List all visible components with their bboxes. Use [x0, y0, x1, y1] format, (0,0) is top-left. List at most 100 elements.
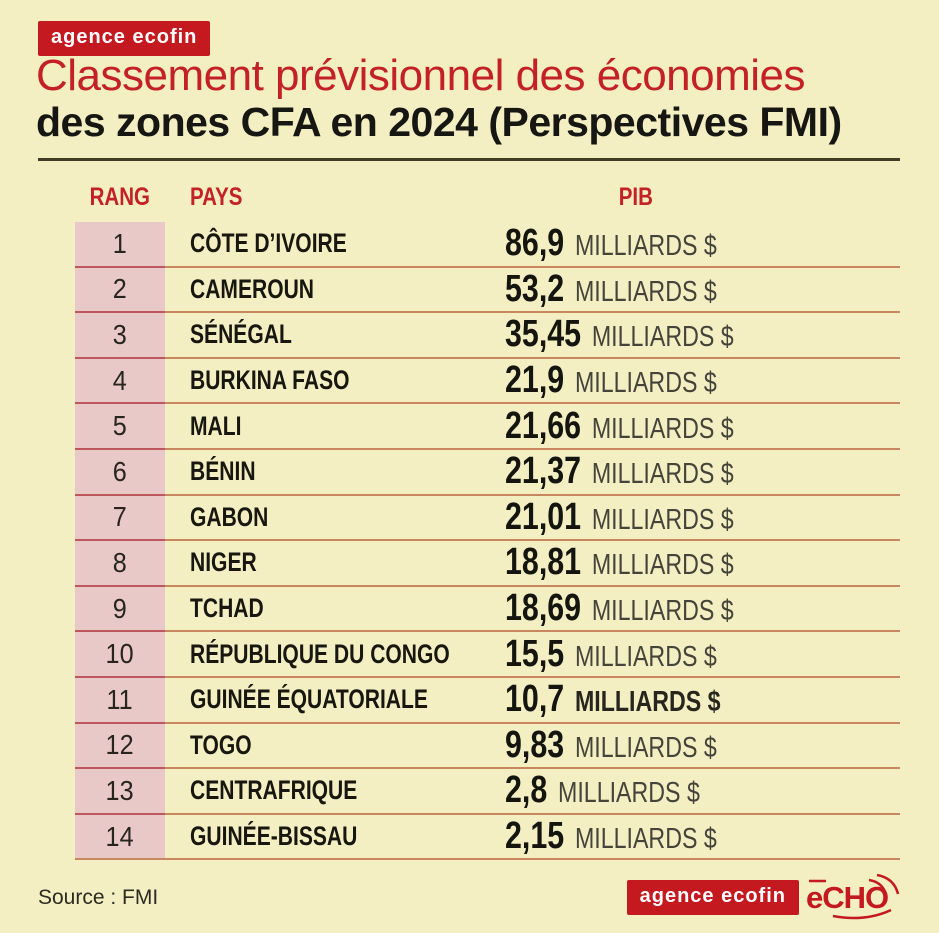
- country-name: GUINÉE-BISSAU: [190, 821, 358, 852]
- pib-value: 21,37: [505, 450, 582, 493]
- country-name: CAMEROUN: [190, 273, 315, 304]
- country-name: GUINÉE ÉQUATORIALE: [190, 684, 428, 715]
- rank-value: 13: [105, 774, 135, 806]
- row-main: MALI 21,66 MILLIARDS $: [165, 404, 900, 450]
- country-name: NIGER: [190, 547, 257, 578]
- rank-cell: 9: [75, 586, 165, 633]
- rank-cell: 11: [75, 677, 165, 724]
- table-row: 4 BURKINA FASO 21,9 MILLIARDS $: [0, 358, 939, 405]
- country-name: BÉNIN: [190, 456, 256, 487]
- country-name: TCHAD: [190, 593, 264, 624]
- rank-value: 9: [112, 592, 128, 624]
- table-row: 10 RÉPUBLIQUE DU CONGO 15,5 MILLIARDS $: [0, 632, 939, 678]
- row-main: GUINÉE ÉQUATORIALE 10,7 MILLIARDS $: [165, 678, 900, 724]
- country-name: CÔTE D’IVOIRE: [190, 228, 347, 259]
- country-cell: MALI: [165, 411, 505, 442]
- rank-value: 2: [112, 273, 128, 305]
- country-cell: BURKINA FASO: [165, 365, 505, 396]
- title-divider: [38, 158, 900, 161]
- agence-ecofin-badge-footer: agence ecofin: [626, 879, 799, 915]
- rank-value: 1: [112, 227, 128, 259]
- agence-ecofin-badge: agence ecofin: [38, 21, 211, 56]
- pib-unit: MILLIARDS $: [574, 367, 717, 400]
- country-cell: CENTRAFRIQUE: [165, 775, 505, 806]
- pib-value: 10,7: [505, 678, 565, 721]
- table-row: 3 SÉNÉGAL 35,45 MILLIARDS $: [0, 313, 939, 359]
- table-row: 9 TCHAD 18,69 MILLIARDS $: [0, 586, 939, 633]
- pib-unit: MILLIARDS $: [574, 823, 717, 856]
- pib-unit: MILLIARDS $: [591, 412, 734, 445]
- pib-unit: MILLIARDS $: [591, 321, 734, 354]
- pib-value: 18,69: [505, 587, 582, 630]
- rank-cell: 3: [75, 313, 165, 359]
- rank-cell: 8: [75, 541, 165, 587]
- rank-cell: 2: [75, 267, 165, 314]
- row-main: NIGER 18,81 MILLIARDS $: [165, 541, 900, 587]
- rank-cell: 1: [75, 222, 165, 268]
- pib-cell: 2,15 MILLIARDS $: [505, 815, 900, 858]
- rank-value: 6: [112, 455, 128, 487]
- pib-cell: 18,81 MILLIARDS $: [505, 541, 900, 584]
- pib-value: 21,66: [505, 404, 582, 447]
- country-name: TOGO: [190, 729, 252, 760]
- table-row: 12 TOGO 9,83 MILLIARDS $: [0, 723, 939, 770]
- pib-unit: MILLIARDS $: [591, 458, 734, 491]
- pib-value: 21,9: [505, 359, 565, 402]
- row-main: BURKINA FASO 21,9 MILLIARDS $: [165, 359, 900, 405]
- pib-cell: 21,66 MILLIARDS $: [505, 405, 900, 448]
- table-row: 8 NIGER 18,81 MILLIARDS $: [0, 541, 939, 587]
- rank-value: 8: [112, 546, 128, 578]
- ranking-table: 1 CÔTE D’IVOIRE 86,9 MILLIARDS $ 2: [0, 222, 939, 861]
- svg-text:eCHO: eCHO: [806, 880, 888, 915]
- row-main: CAMEROUN 53,2 MILLIARDS $: [165, 268, 900, 314]
- country-name: CENTRAFRIQUE: [190, 775, 358, 806]
- row-main: RÉPUBLIQUE DU CONGO 15,5 MILLIARDS $: [165, 632, 900, 678]
- page-title-line1: Classement prévisionnel des économies: [36, 51, 806, 100]
- pib-unit: MILLIARDS $: [574, 230, 717, 263]
- page-title-line2: des zones CFA en 2024 (Perspectives FMI): [36, 99, 842, 145]
- pib-unit: MILLIARDS $: [591, 549, 734, 582]
- rank-cell: 7: [75, 495, 165, 542]
- source-note: Source : FMI: [38, 886, 159, 909]
- country-name: GABON: [190, 501, 269, 532]
- country-name: RÉPUBLIQUE DU CONGO: [190, 638, 450, 669]
- table-row: 5 MALI 21,66 MILLIARDS $: [0, 404, 939, 450]
- pib-value: 21,01: [505, 495, 582, 538]
- row-main: SÉNÉGAL 35,45 MILLIARDS $: [165, 313, 900, 359]
- country-cell: CAMEROUN: [165, 274, 505, 305]
- rank-cell: 13: [75, 769, 165, 815]
- pib-unit: MILLIARDS $: [574, 640, 717, 673]
- pib-cell: 86,9 MILLIARDS $: [505, 222, 900, 265]
- rank-value: 7: [112, 501, 128, 533]
- rank-cell: 10: [75, 632, 165, 678]
- table-row: 14 GUINÉE-BISSAU 2,15 MILLIARDS $: [0, 814, 939, 861]
- country-cell: GUINÉE ÉQUATORIALE: [165, 684, 505, 715]
- rank-value: 3: [112, 318, 128, 350]
- table-row: 11 GUINÉE ÉQUATORIALE 10,7 MILLIARDS $: [0, 677, 939, 724]
- country-name: SÉNÉGAL: [190, 319, 292, 350]
- row-main: CENTRAFRIQUE 2,8 MILLIARDS $: [165, 769, 900, 815]
- table-row: 6 BÉNIN 21,37 MILLIARDS $: [0, 449, 939, 496]
- country-cell: NIGER: [165, 547, 505, 578]
- pib-cell: 9,83 MILLIARDS $: [505, 724, 900, 767]
- rank-value: 4: [112, 364, 128, 396]
- rank-value: 14: [105, 820, 135, 852]
- rank-cell: 14: [75, 814, 165, 861]
- country-cell: CÔTE D’IVOIRE: [165, 228, 505, 259]
- pib-cell: 10,7 MILLIARDS $: [505, 678, 900, 721]
- pib-cell: 35,45 MILLIARDS $: [505, 313, 900, 356]
- table-row: 13 CENTRAFRIQUE 2,8 MILLIARDS $: [0, 769, 939, 815]
- country-cell: GUINÉE-BISSAU: [165, 821, 505, 852]
- table-row: 7 GABON 21,01 MILLIARDS $: [0, 495, 939, 542]
- column-header-rang: RANG: [89, 183, 151, 211]
- country-cell: TCHAD: [165, 593, 505, 624]
- rank-cell: 5: [75, 404, 165, 450]
- pib-cell: 21,9 MILLIARDS $: [505, 359, 900, 402]
- country-cell: TOGO: [165, 730, 505, 761]
- pib-unit: MILLIARDS $: [591, 595, 734, 628]
- pib-value: 35,45: [505, 313, 582, 356]
- pib-value: 2,15: [505, 815, 565, 858]
- rank-cell: 12: [75, 723, 165, 770]
- country-cell: SÉNÉGAL: [165, 319, 505, 350]
